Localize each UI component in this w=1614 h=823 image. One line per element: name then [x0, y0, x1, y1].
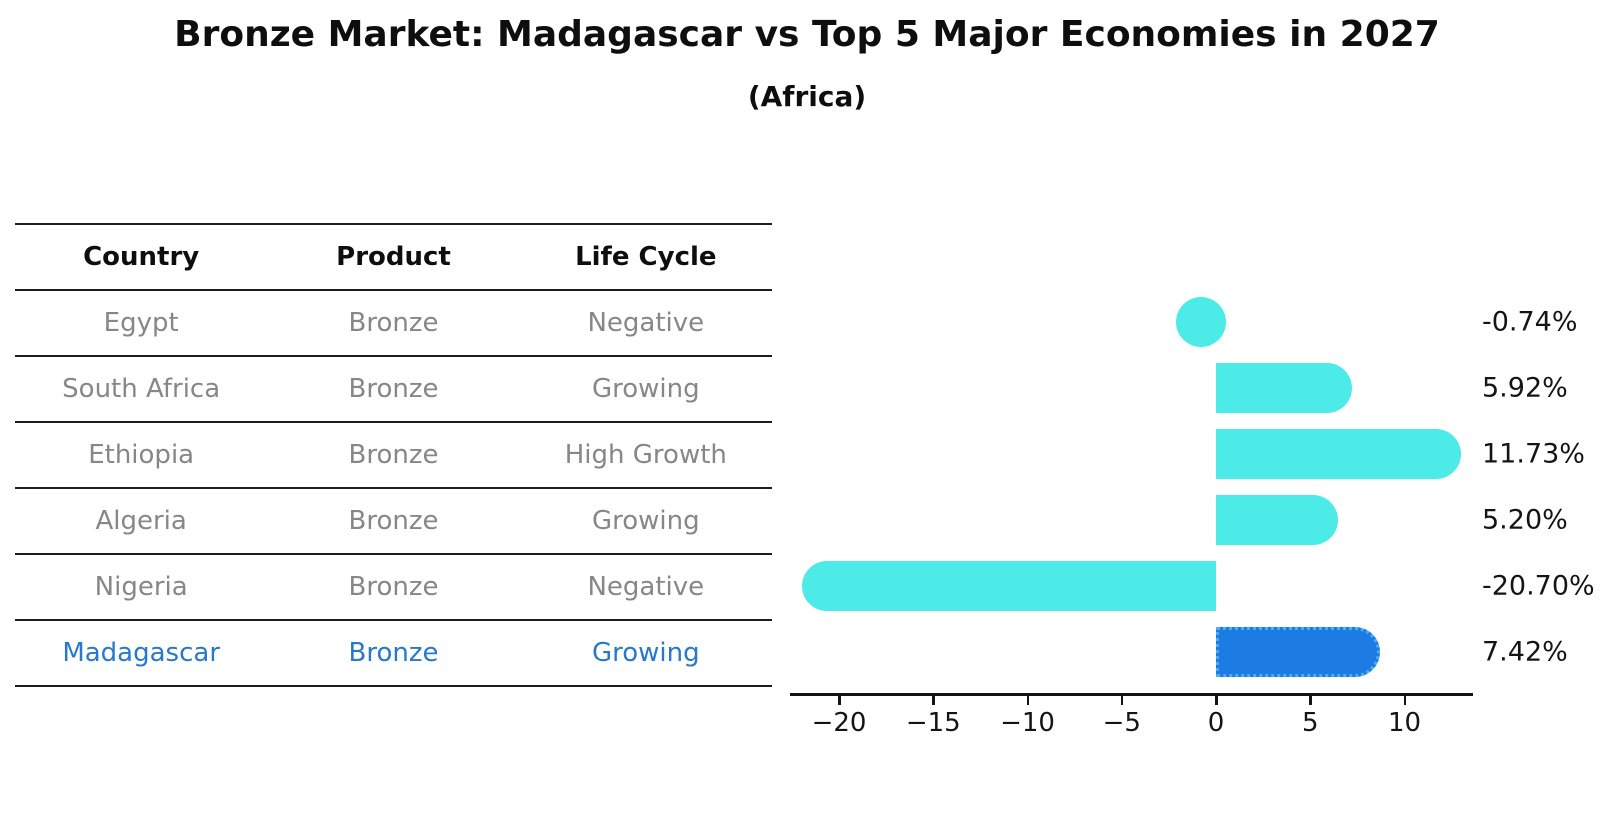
- x-axis-tick-label: 5: [1301, 708, 1319, 738]
- value-label-egypt: -0.74%: [1482, 306, 1578, 338]
- x-axis-tick-label: −5: [1102, 708, 1141, 738]
- x-axis-tick-label: 10: [1387, 708, 1422, 738]
- table-row-madagascar: Madagascar Bronze Growing: [15, 621, 772, 687]
- x-axis-tick-label: 0: [1207, 708, 1225, 738]
- cell-country: Algeria: [95, 506, 187, 536]
- table-header-row: Country Product Life Cycle: [15, 225, 772, 291]
- x-axis-tick-label: −20: [811, 708, 867, 738]
- x-axis-tick: [1309, 695, 1312, 705]
- cell-product: Bronze: [348, 374, 439, 404]
- x-axis-tick-label: −15: [905, 708, 961, 738]
- table-row-nigeria: Nigeria Bronze Negative: [15, 555, 772, 621]
- cell-country: Egypt: [103, 308, 179, 338]
- cell-product: Bronze: [348, 638, 439, 668]
- x-axis-tick: [838, 695, 841, 705]
- cell-product: Bronze: [348, 506, 439, 536]
- bar-egypt: [1176, 297, 1226, 347]
- value-label-south-africa: 5.92%: [1482, 372, 1568, 404]
- cell-product: Bronze: [348, 440, 439, 470]
- table-row-egypt: Egypt Bronze Negative: [15, 291, 772, 357]
- country-table: Country Product Life Cycle Egypt Bronze Ne…: [15, 223, 772, 687]
- table-row-ethiopia: Ethiopia Bronze High Growth: [15, 423, 772, 489]
- table-row-algeria: Algeria Bronze Growing: [15, 489, 772, 555]
- table-body: Egypt Bronze Negative South Africa Bronze Gro…: [15, 291, 772, 687]
- cell-life-cycle: High Growth: [564, 440, 727, 470]
- x-axis-tick: [1120, 695, 1124, 705]
- cell-life-cycle: Growing: [591, 638, 700, 668]
- x-axis-tick: [932, 695, 935, 705]
- column-header-country: Country: [83, 242, 200, 272]
- cell-product: Bronze: [348, 572, 439, 602]
- x-axis-tick-label: −10: [1000, 708, 1055, 738]
- value-label-algeria: 5.20%: [1482, 504, 1568, 536]
- value-label-ethiopia: 11.73%: [1482, 438, 1585, 470]
- bar-south-africa: [1216, 363, 1352, 413]
- value-label-nigeria: -20.70%: [1482, 570, 1595, 602]
- x-axis-tick: [1403, 695, 1406, 705]
- bar-madagascar: [1216, 627, 1380, 677]
- x-axis-line: [790, 693, 1473, 696]
- x-axis-tick: [1215, 695, 1218, 705]
- cell-life-cycle: Growing: [591, 506, 700, 536]
- cell-country: Nigeria: [94, 572, 188, 602]
- bar-ethiopia: [1216, 429, 1462, 479]
- cell-life-cycle: Growing: [591, 374, 700, 404]
- cell-country: Ethiopia: [88, 440, 195, 470]
- cell-country: South Africa: [62, 374, 221, 404]
- chart-subtitle: (Africa): [747, 80, 867, 113]
- chart-title: Bronze Market: Madagascar vs Top 5 Major…: [174, 14, 1440, 55]
- value-label-madagascar: 7.42%: [1482, 636, 1568, 668]
- table-row-south-africa: South Africa Bronze Growing: [15, 357, 772, 423]
- column-header-product: Product: [336, 242, 451, 272]
- column-header-life-cycle: Life Cycle: [575, 242, 717, 272]
- cell-life-cycle: Negative: [587, 572, 705, 602]
- cell-product: Bronze: [348, 308, 439, 338]
- x-axis-tick: [1026, 695, 1029, 705]
- bar-algeria: [1216, 495, 1339, 545]
- cell-life-cycle: Negative: [587, 308, 705, 338]
- bar-nigeria: [801, 561, 1216, 611]
- cell-country: Madagascar: [62, 638, 221, 668]
